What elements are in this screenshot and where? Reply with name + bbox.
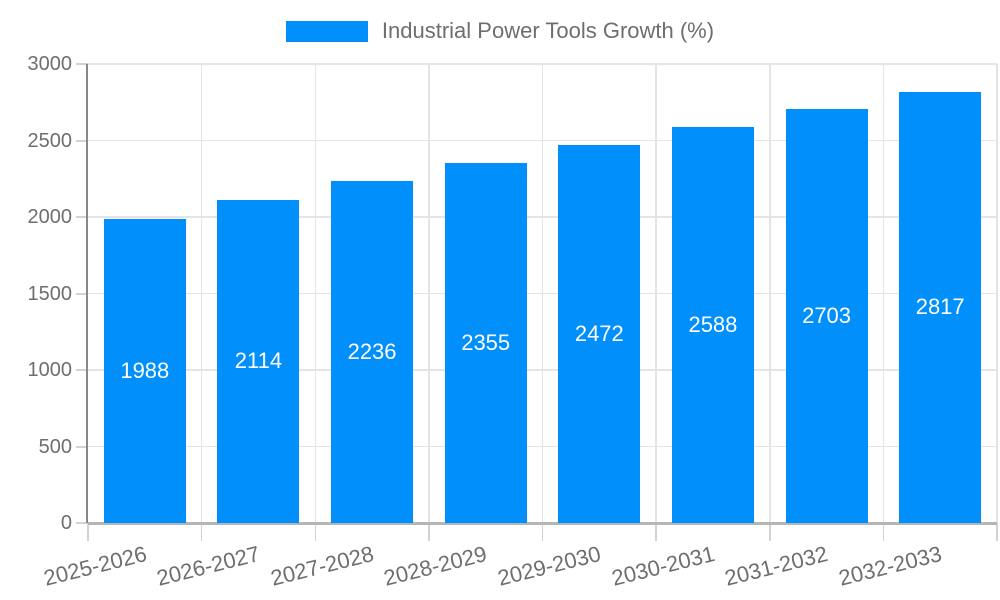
x-axis-tick <box>200 523 203 541</box>
bar-value-label: 2588 <box>688 312 738 338</box>
x-axis-label: 2027-2028 <box>267 541 377 591</box>
x-axis-line <box>88 521 997 525</box>
x-axis-label: 2029-2030 <box>495 541 604 591</box>
bar-value-label: 1988 <box>120 357 170 383</box>
bar-value-label: 2114 <box>234 348 283 374</box>
bar[interactable] <box>217 199 300 523</box>
bar-value-label: 2817 <box>915 294 965 320</box>
v-gridline <box>655 64 657 523</box>
y-axis-label: 3000 <box>27 53 73 75</box>
bar[interactable] <box>103 218 186 523</box>
x-axis-tick <box>428 523 430 541</box>
legend-color-swatch <box>285 20 368 42</box>
y-axis-tick <box>76 216 88 218</box>
y-axis-tick <box>76 292 88 295</box>
bar-value-label: 2236 <box>347 338 397 364</box>
bar[interactable] <box>899 91 982 523</box>
x-axis-tick <box>87 523 89 541</box>
bar-value-label: 2703 <box>802 303 852 329</box>
y-axis-label: 1500 <box>27 282 73 305</box>
bar[interactable] <box>671 127 754 523</box>
bar-value-label: 2472 <box>574 320 624 346</box>
bar[interactable] <box>558 144 641 523</box>
y-axis-tick <box>76 369 88 371</box>
legend-series-label: Industrial Power Tools Growth (%) <box>381 18 715 43</box>
v-gridline <box>996 64 998 523</box>
y-axis-label: 2000 <box>27 206 73 228</box>
v-gridline <box>200 64 203 523</box>
x-axis-tick <box>996 523 998 541</box>
bar[interactable] <box>444 162 527 523</box>
x-axis-label: 2030-2031 <box>608 541 717 591</box>
bar-value-label: 2355 <box>461 329 511 355</box>
x-axis-label: 2028-2029 <box>381 541 490 591</box>
v-gridline <box>769 64 771 523</box>
bar[interactable] <box>331 180 414 523</box>
bar[interactable] <box>785 109 868 523</box>
x-axis-label: 2025-2026 <box>40 541 149 591</box>
y-axis-label: 2500 <box>27 129 73 152</box>
v-gridline <box>428 64 430 523</box>
y-axis-tick <box>76 63 88 65</box>
x-axis-tick <box>769 523 771 541</box>
chart-legend[interactable]: Industrial Power Tools Growth (%) <box>0 20 1000 42</box>
y-axis-label: 1000 <box>27 359 73 381</box>
y-axis-label: 500 <box>38 435 72 458</box>
x-axis-tick <box>314 523 316 541</box>
y-axis-tick <box>76 445 88 448</box>
y-axis-label: 0 <box>60 512 72 534</box>
v-gridline <box>882 64 885 523</box>
v-gridline <box>541 64 544 523</box>
x-axis-label: 2026-2027 <box>154 541 263 591</box>
y-axis-line <box>86 64 88 523</box>
x-axis-label: 2031-2032 <box>722 541 831 591</box>
x-axis-tick <box>655 523 657 541</box>
x-axis-tick <box>541 523 544 541</box>
y-axis-tick <box>76 139 88 142</box>
v-gridline <box>314 64 316 523</box>
x-axis-tick <box>882 523 885 541</box>
y-axis-tick <box>76 522 88 524</box>
x-axis-label: 2032-2033 <box>836 541 945 591</box>
